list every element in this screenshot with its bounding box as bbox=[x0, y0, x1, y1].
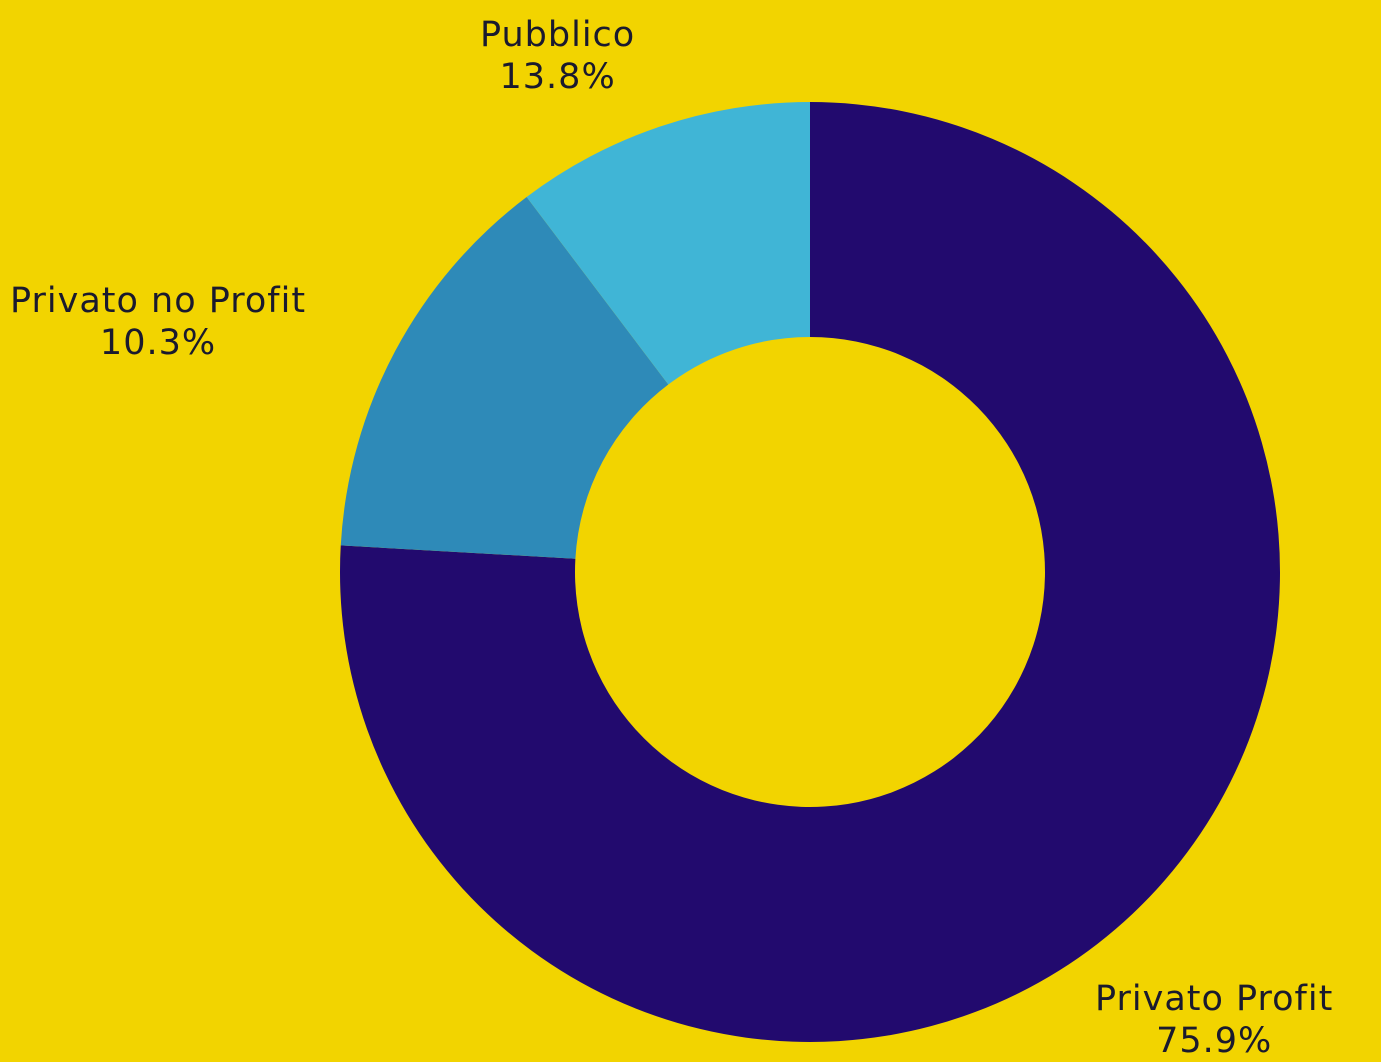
slice-privato-no-profit bbox=[526, 102, 810, 385]
label-privato-profit: Privato Profit 75.9% bbox=[1095, 978, 1333, 1062]
label-pubblico-name: Pubblico bbox=[480, 15, 636, 55]
slice-privato-profit bbox=[340, 102, 1281, 1042]
label-privato-no-profit-name: Privato no Profit bbox=[10, 281, 307, 321]
label-pubblico-value: 13.8% bbox=[499, 57, 616, 97]
slice-pubblico bbox=[340, 197, 669, 559]
label-pubblico: Pubblico 13.8% bbox=[480, 14, 635, 98]
label-privato-profit-name: Privato Profit bbox=[1095, 979, 1334, 1019]
label-privato-profit-value: 75.9% bbox=[1156, 1021, 1273, 1061]
label-privato-no-profit: Privato no Profit 10.3% bbox=[10, 280, 306, 364]
label-privato-no-profit-value: 10.3% bbox=[99, 323, 217, 363]
